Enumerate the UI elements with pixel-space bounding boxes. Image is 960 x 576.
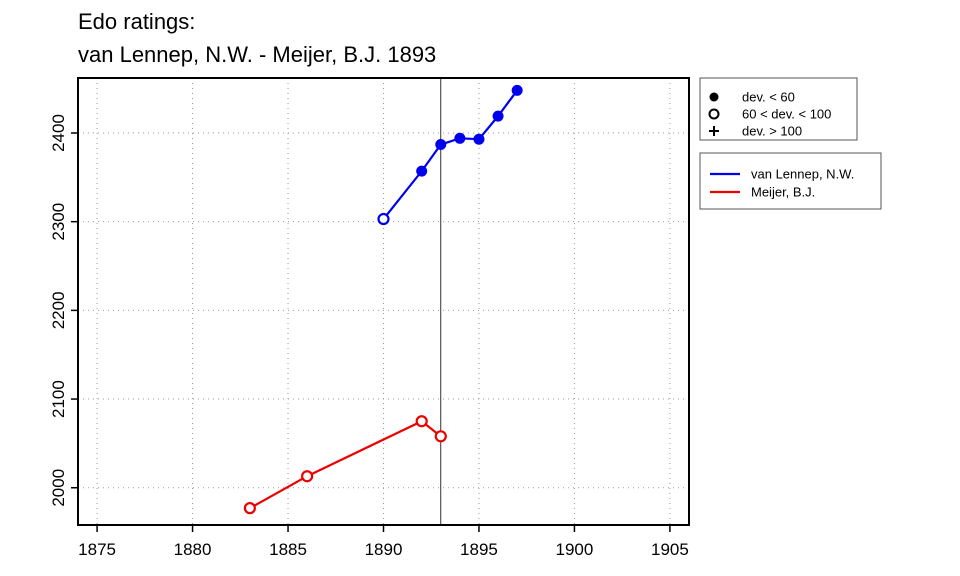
series-line (382, 89, 519, 220)
plot-frame (77, 77, 690, 526)
x-tick-label: 1905 (651, 540, 689, 559)
data-point (301, 470, 314, 483)
data-point (377, 212, 390, 226)
x-tick-label: 1880 (174, 540, 212, 559)
data-point (492, 110, 504, 122)
x-axis: 1875 1880 1885 1890 1895 1900 1905 (78, 525, 689, 559)
y-tick-label: 2000 (49, 469, 68, 507)
series-legend-label: Meijer, B.J. (751, 185, 815, 200)
marker-legend-label: dev. > 100 (742, 124, 802, 139)
marker-legend-box (699, 77, 858, 141)
open-circle-icon (708, 108, 720, 120)
grid-lines (78, 78, 689, 525)
chart-title-line-2: van Lennep, N.W. - Meijer, B.J. 1893 (78, 42, 436, 67)
x-tick-label: 1895 (460, 540, 498, 559)
plot-border (77, 77, 690, 526)
plus-icon (709, 126, 719, 136)
x-tick-label: 1875 (78, 540, 116, 559)
series-legend: van Lennep, N.W. Meijer, B.J. (699, 152, 882, 210)
filled-circle-icon (709, 92, 719, 102)
data-point (415, 415, 428, 428)
series-legend-label: van Lennep, N.W. (751, 167, 854, 182)
data-point (416, 165, 428, 177)
series-group (243, 84, 523, 515)
data-point (435, 139, 447, 151)
y-axis: 2000 2100 2200 2300 2400 (49, 114, 78, 507)
series-0 (377, 84, 523, 226)
y-tick-label: 2100 (49, 380, 68, 418)
marker-legend-label: dev. < 60 (742, 90, 795, 105)
y-tick-label: 2400 (49, 114, 68, 152)
legends: dev. < 60 60 < dev. < 100 dev. > 100 van Le… (699, 77, 882, 210)
y-tick-label: 2300 (49, 203, 68, 241)
series-legend-box (699, 152, 882, 210)
marker-legend-label: 60 < dev. < 100 (742, 107, 831, 122)
chart-title-line-1: Edo ratings: (78, 9, 195, 34)
x-tick-label: 1890 (365, 540, 403, 559)
x-tick-label: 1900 (556, 540, 594, 559)
data-point (454, 132, 466, 144)
data-point (473, 133, 485, 145)
series-1 (243, 415, 447, 515)
marker-legend: dev. < 60 60 < dev. < 100 dev. > 100 (699, 77, 858, 141)
data-point (243, 502, 256, 515)
series-line (249, 420, 442, 510)
x-tick-label: 1885 (269, 540, 307, 559)
data-point (434, 430, 447, 443)
y-tick-label: 2200 (49, 291, 68, 329)
data-point (511, 84, 523, 96)
